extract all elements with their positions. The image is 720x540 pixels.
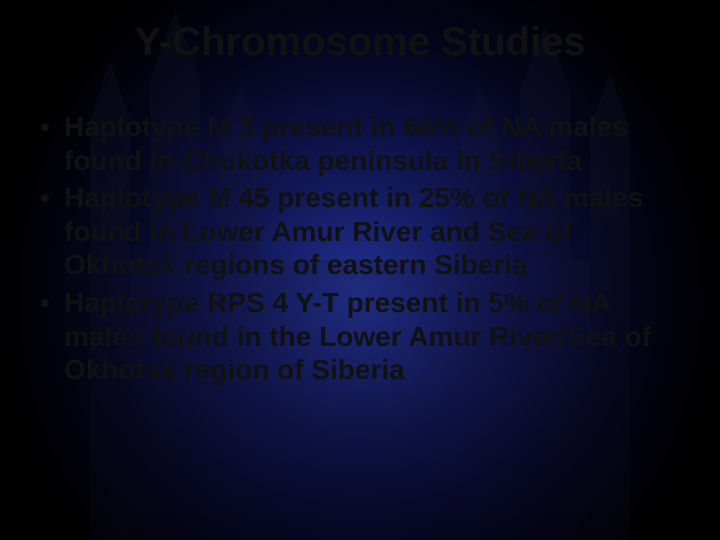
- slide: Y-Chromosome Studies Haplotype M 3 prese…: [0, 0, 720, 540]
- bullet-item: Haplotype M 3 present in 66% of NA males…: [36, 110, 684, 177]
- slide-title: Y-Chromosome Studies: [0, 20, 720, 65]
- bullet-item: Haplotype RPS 4 Y-T present in 5% of NA …: [36, 286, 684, 387]
- bullet-list: Haplotype M 3 present in 66% of NA males…: [36, 110, 684, 391]
- bullet-item: Haplotype M 45 present in 25% of NA male…: [36, 181, 684, 282]
